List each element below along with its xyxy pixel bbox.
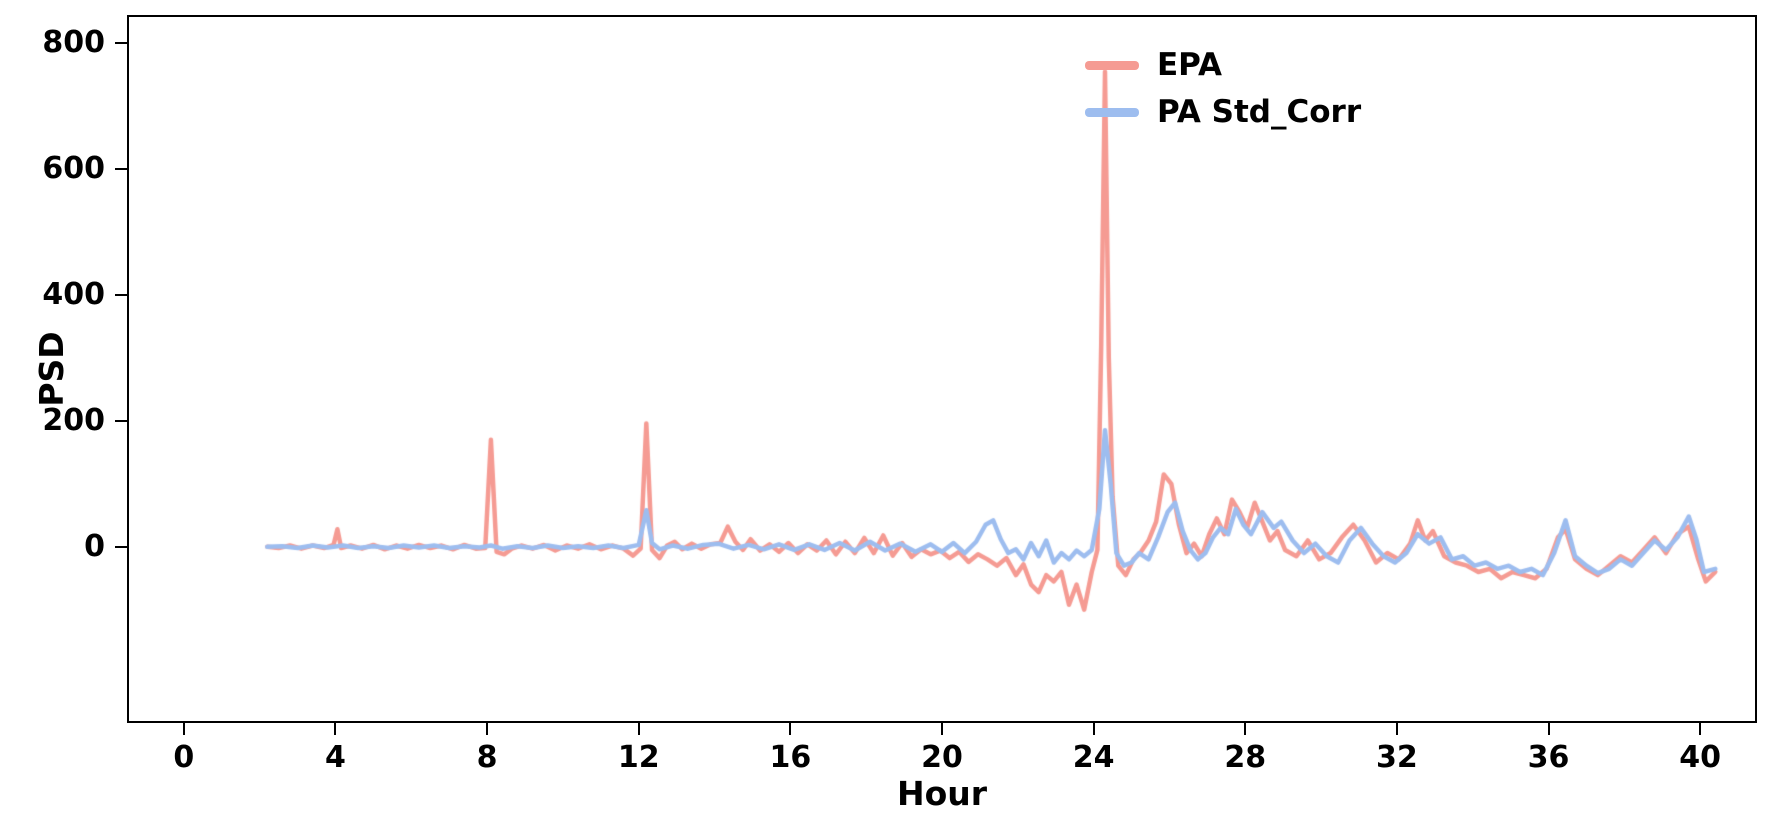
x-tick-mark <box>1395 723 1398 735</box>
x-tick-label: 4 <box>325 740 346 775</box>
y-tick-mark <box>115 419 127 422</box>
legend-item-epa: EPA <box>1085 50 1361 81</box>
y-tick-label: 800 <box>42 25 105 61</box>
y-tick-label: 200 <box>42 402 105 438</box>
epa-line-swatch <box>1085 61 1139 70</box>
x-tick-mark <box>1244 723 1247 735</box>
x-tick-label: 24 <box>1072 740 1115 775</box>
x-tick-mark <box>1092 723 1095 735</box>
x-tick-label: 0 <box>173 740 195 775</box>
x-tick-mark <box>941 723 943 735</box>
x-tick-label: 40 <box>1679 740 1721 775</box>
pa-std-corr-line-swatch <box>1085 108 1139 117</box>
legend-label-pa-std-corr: PA Std_Corr <box>1157 94 1362 130</box>
y-tick-mark <box>115 168 127 171</box>
x-tick-label: 16 <box>769 740 812 775</box>
legend-label-epa: EPA <box>1157 47 1223 83</box>
y-tick-mark <box>115 42 127 45</box>
x-tick-label: 28 <box>1224 740 1267 775</box>
x-tick-mark <box>182 723 185 735</box>
x-tick-label: 36 <box>1527 740 1570 775</box>
x-tick-mark <box>1699 723 1702 735</box>
x-tick-mark <box>637 723 640 735</box>
legend-item-pa-std-corr: PA Std_Corr <box>1085 97 1361 128</box>
legend: EPA PA Std_Corr <box>1085 50 1361 128</box>
x-tick-mark <box>334 723 337 735</box>
x-tick-label: 32 <box>1376 740 1418 775</box>
y-tick-mark <box>115 545 127 548</box>
y-tick-label: 600 <box>42 151 105 187</box>
x-tick-mark <box>486 723 489 735</box>
x-axis-title: Hour <box>896 774 988 813</box>
x-tick-mark <box>789 723 792 735</box>
y-tick-label: 0 <box>84 528 105 564</box>
x-tick-mark <box>1547 723 1550 735</box>
x-tick-label: 8 <box>476 740 498 775</box>
x-tick-label: 20 <box>921 740 963 775</box>
y-axis-title: PSD <box>32 331 72 407</box>
y-tick-mark <box>115 294 127 297</box>
x-tick-label: 12 <box>617 740 660 775</box>
y-tick-label: 400 <box>42 277 105 313</box>
